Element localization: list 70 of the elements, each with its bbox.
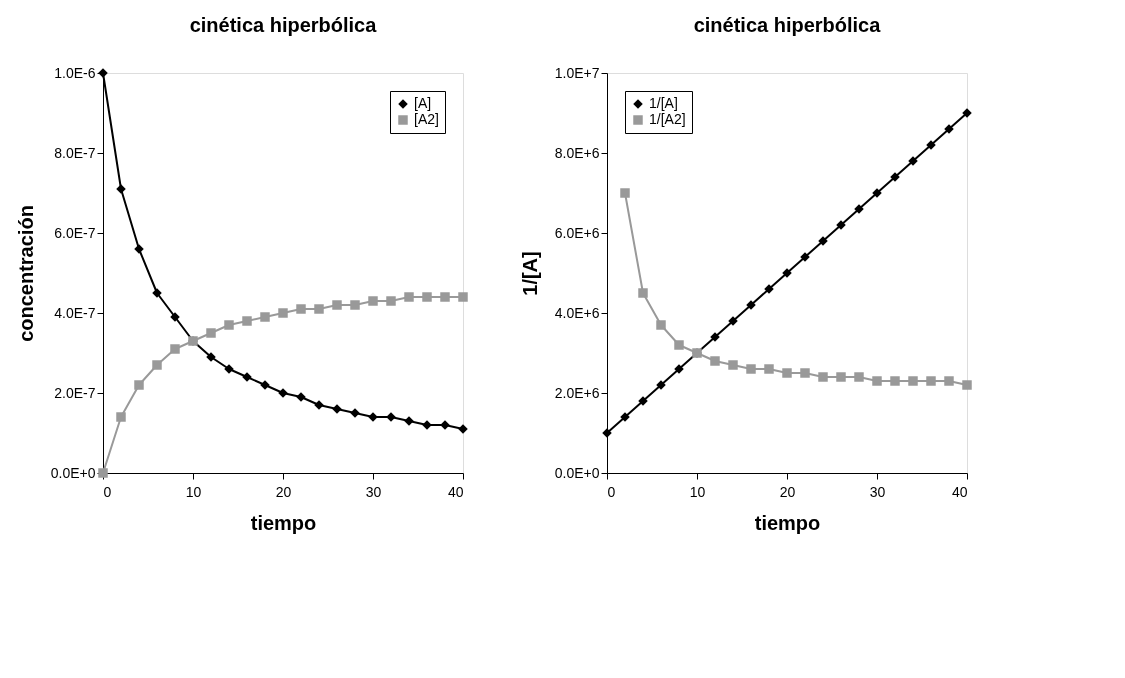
point	[116, 412, 126, 422]
x-tick-label: 40	[447, 483, 464, 500]
y-tick-label: 8.0E-7	[54, 144, 96, 161]
x-axis-title: tiempo	[754, 511, 821, 534]
point	[908, 376, 918, 386]
point	[620, 188, 630, 198]
x-tick-label: 30	[869, 483, 886, 500]
point	[872, 376, 882, 386]
point	[350, 300, 360, 310]
x-tick-label: 10	[689, 483, 706, 500]
point	[728, 360, 738, 370]
point	[260, 312, 270, 322]
y-tick-label: 4.0E+6	[554, 304, 600, 321]
point	[170, 344, 180, 354]
y-tick-label: 6.0E+6	[554, 224, 600, 241]
y-tick-label: 0.0E+0	[554, 464, 600, 481]
legend-label: 1/[A2]	[649, 111, 686, 127]
point	[422, 292, 432, 302]
x-tick-label: 0	[607, 483, 616, 500]
legend-label: [A]	[414, 95, 432, 111]
y-tick-label: 0.0E+0	[50, 464, 96, 481]
legend-label: 1/[A]	[649, 95, 678, 111]
point	[458, 292, 468, 302]
point	[224, 320, 234, 330]
y-tick-label: 1.0E+7	[554, 64, 600, 81]
point	[890, 376, 900, 386]
point	[710, 356, 720, 366]
point	[836, 372, 846, 382]
point	[782, 368, 792, 378]
point	[674, 340, 684, 350]
point	[386, 296, 396, 306]
legend-label: [A2]	[414, 111, 439, 127]
x-tick-label: 0	[103, 483, 112, 500]
point	[206, 328, 216, 338]
y-tick-label: 4.0E-7	[54, 304, 96, 321]
x-tick-label: 20	[275, 483, 292, 500]
point	[854, 372, 864, 382]
point	[332, 300, 342, 310]
chart-title: cinética hiperbólica	[189, 14, 378, 36]
point	[152, 360, 162, 370]
point	[440, 292, 450, 302]
y-tick-label: 8.0E+6	[554, 144, 600, 161]
point	[944, 376, 954, 386]
point	[296, 304, 306, 314]
point	[926, 376, 936, 386]
point	[746, 364, 756, 374]
point	[800, 368, 810, 378]
point	[404, 292, 414, 302]
point	[314, 304, 324, 314]
point	[134, 380, 144, 390]
point	[242, 316, 252, 326]
y-axis-title: 1/[A]	[518, 251, 541, 296]
y-tick-label: 1.0E-6	[54, 64, 96, 81]
x-tick-label: 20	[779, 483, 796, 500]
point	[656, 320, 666, 330]
y-axis-title: concentración	[14, 205, 37, 342]
point	[278, 308, 288, 318]
point	[818, 372, 828, 382]
point	[962, 380, 972, 390]
chart-title: cinética hiperbólica	[693, 14, 882, 36]
point	[764, 364, 774, 374]
x-tick-label: 30	[365, 483, 382, 500]
point	[638, 288, 648, 298]
x-tick-label: 10	[185, 483, 202, 500]
point	[368, 296, 378, 306]
y-tick-label: 2.0E+6	[554, 384, 600, 401]
y-tick-label: 6.0E-7	[54, 224, 96, 241]
x-tick-label: 40	[951, 483, 968, 500]
y-tick-label: 2.0E-7	[54, 384, 96, 401]
x-axis-title: tiempo	[250, 511, 317, 534]
